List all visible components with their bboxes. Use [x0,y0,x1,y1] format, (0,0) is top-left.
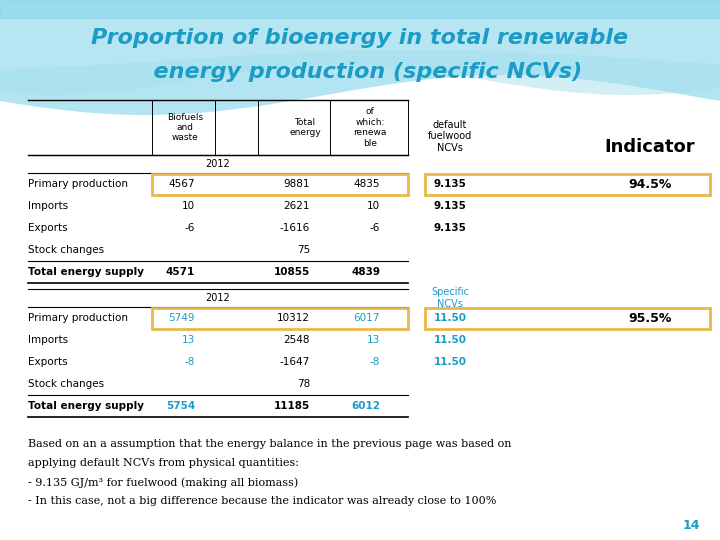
Text: 10: 10 [182,201,195,211]
Text: -6: -6 [369,223,380,233]
Polygon shape [0,0,720,95]
Text: 11.50: 11.50 [433,335,467,345]
Text: 14: 14 [683,519,700,532]
Text: Total energy supply: Total energy supply [28,267,144,277]
Text: Exports: Exports [28,357,68,367]
Text: 5754: 5754 [166,401,195,411]
Text: of
which:
renewa
ble: of which: renewa ble [354,107,387,147]
Text: Biofuels
and
waste: Biofuels and waste [167,113,203,143]
Text: Stock changes: Stock changes [28,245,104,255]
Text: energy production (specific NCVs): energy production (specific NCVs) [138,62,582,82]
Text: 11.50: 11.50 [433,357,467,367]
Text: 6017: 6017 [354,313,380,323]
Text: - 9.135 GJ/m³ for fuelwood (making all biomass): - 9.135 GJ/m³ for fuelwood (making all b… [28,477,298,488]
Text: 9881: 9881 [284,179,310,189]
Text: Proportion of bioenergy in total renewable: Proportion of bioenergy in total renewab… [91,28,629,48]
Text: -8: -8 [184,357,195,367]
Text: 11185: 11185 [274,401,310,411]
Text: default
fuelwood
NCVs: default fuelwood NCVs [428,120,472,153]
Text: Specific
NCVs: Specific NCVs [431,287,469,309]
Text: Imports: Imports [28,335,68,345]
Text: Imports: Imports [28,201,68,211]
Text: Primary production: Primary production [28,179,128,189]
Text: Primary production: Primary production [28,313,128,323]
Text: 9.135: 9.135 [433,223,467,233]
Text: 4835: 4835 [354,179,380,189]
Polygon shape [0,0,720,69]
Text: 94.5%: 94.5% [629,178,672,191]
Text: 13: 13 [366,335,380,345]
Text: 10: 10 [367,201,380,211]
Text: -1616: -1616 [280,223,310,233]
Text: 4567: 4567 [168,179,195,189]
Polygon shape [0,0,720,115]
Text: 2012: 2012 [206,159,230,169]
Text: 78: 78 [297,379,310,389]
Text: Stock changes: Stock changes [28,379,104,389]
Text: 2548: 2548 [284,335,310,345]
Text: 10855: 10855 [274,267,310,277]
Text: 95.5%: 95.5% [629,312,672,325]
Text: 6012: 6012 [351,401,380,411]
Text: 10312: 10312 [277,313,310,323]
Text: Indicator: Indicator [605,138,696,156]
Text: 13: 13 [181,335,195,345]
Text: -8: -8 [369,357,380,367]
Text: - In this case, not a big difference because the indicator was already close to : - In this case, not a big difference bec… [28,496,496,506]
Text: Based on an a assumption that the energy balance in the previous page was based : Based on an a assumption that the energy… [28,439,511,449]
Text: 2621: 2621 [284,201,310,211]
Text: 75: 75 [297,245,310,255]
Text: -6: -6 [184,223,195,233]
Text: 11.50: 11.50 [433,313,467,323]
Text: Exports: Exports [28,223,68,233]
Text: 5749: 5749 [168,313,195,323]
Text: 9.135: 9.135 [433,201,467,211]
Text: Total energy supply: Total energy supply [28,401,144,411]
Text: 4571: 4571 [166,267,195,277]
Text: 9.135: 9.135 [433,179,467,189]
Text: 2012: 2012 [206,293,230,303]
Text: applying default NCVs from physical quantities:: applying default NCVs from physical quan… [28,458,299,468]
Text: 4839: 4839 [351,267,380,277]
Text: -1647: -1647 [280,357,310,367]
Text: Total
energy: Total energy [289,118,321,137]
